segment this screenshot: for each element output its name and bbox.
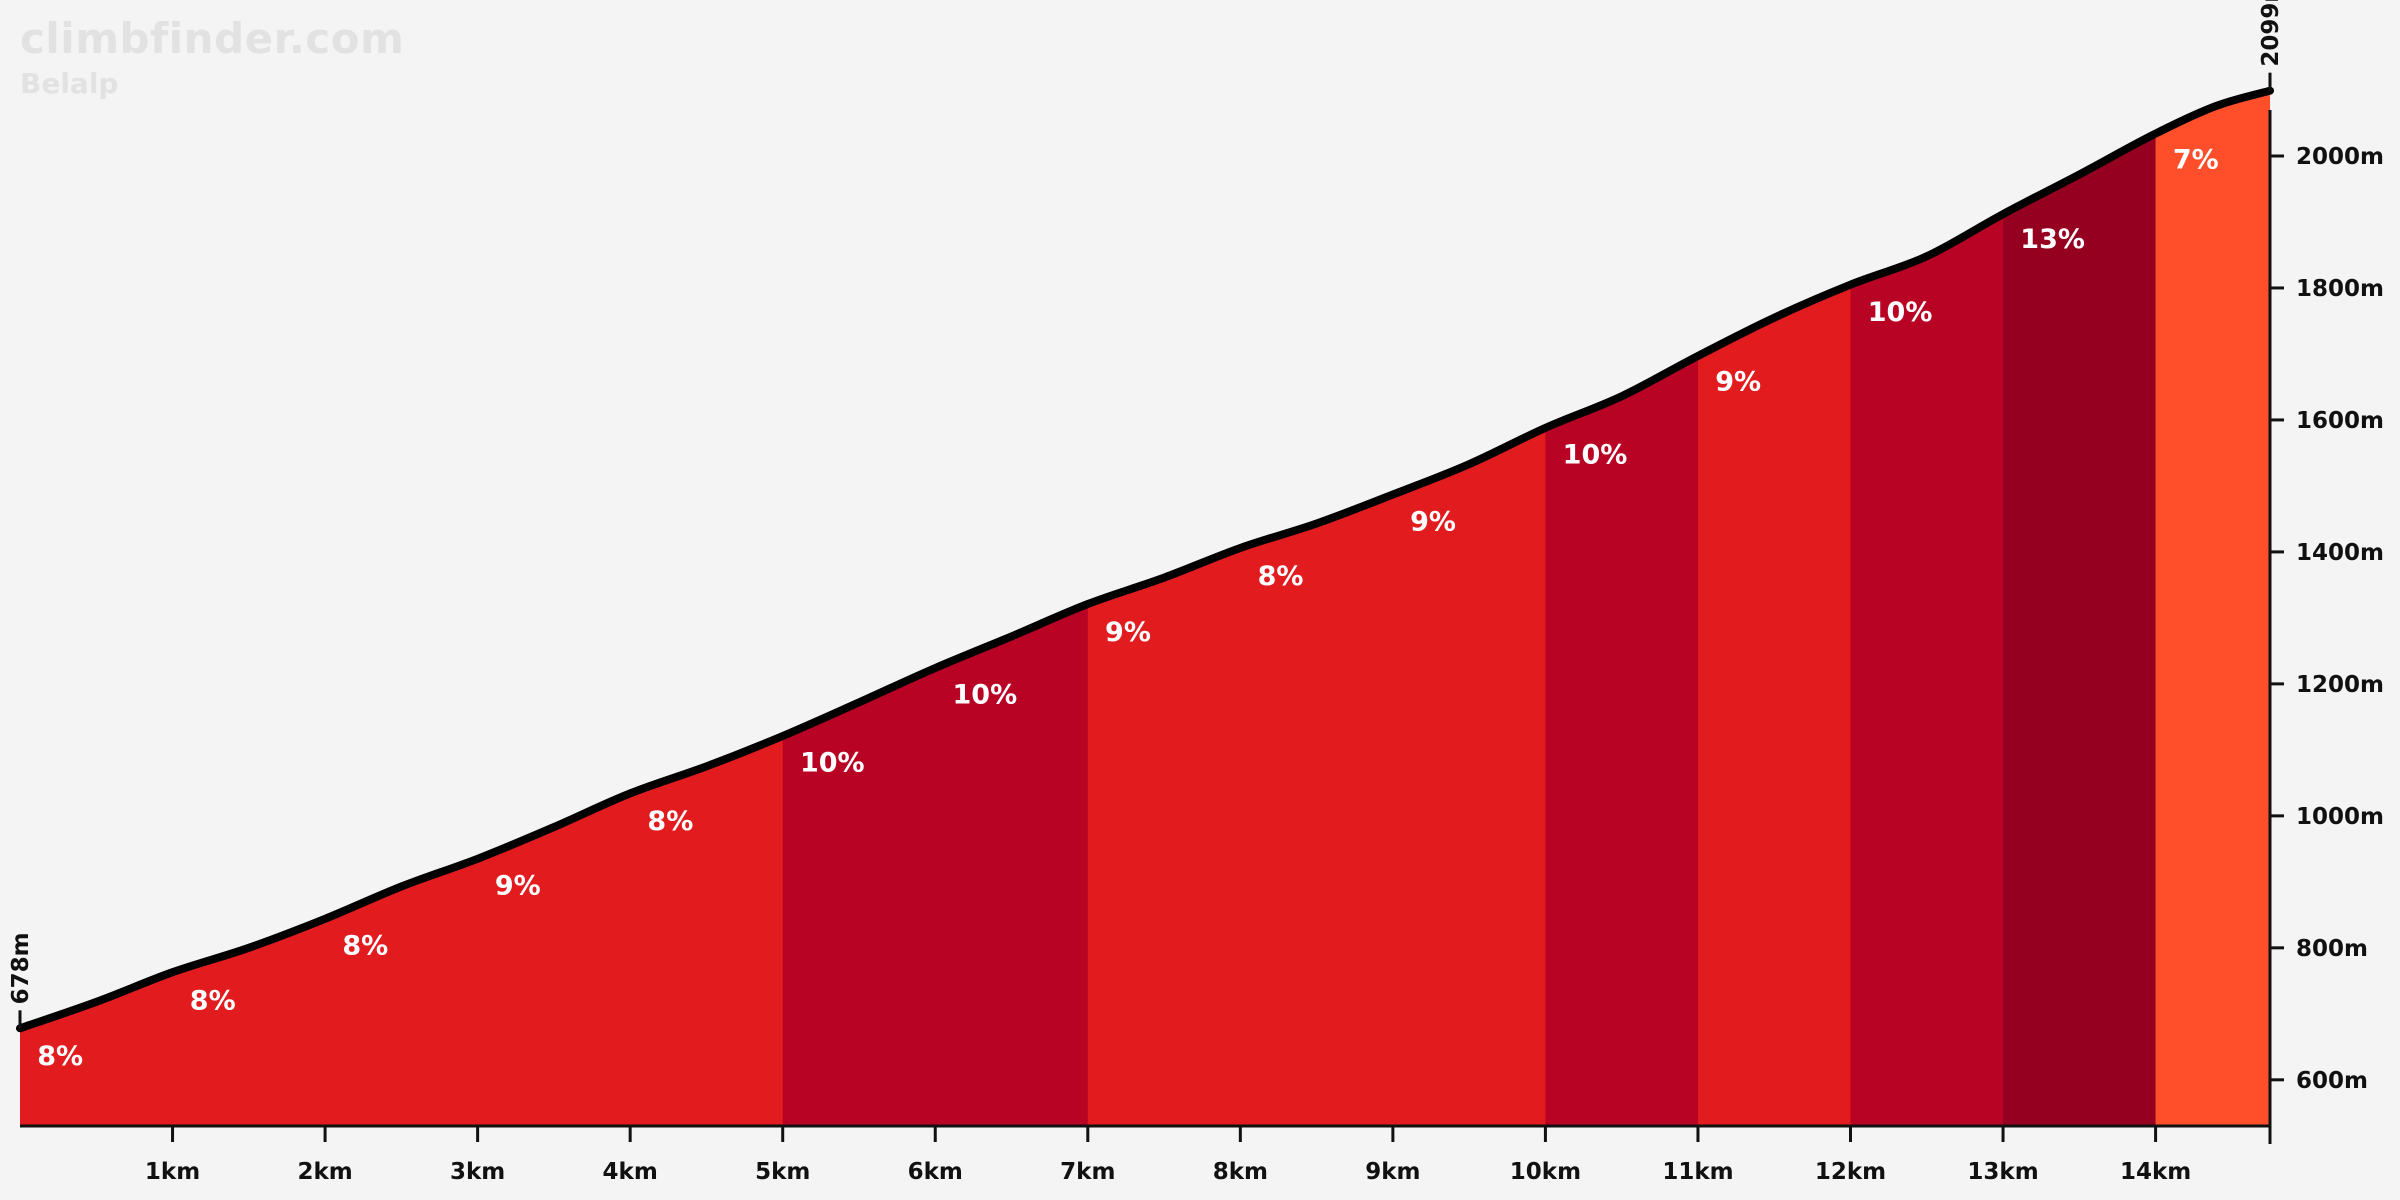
y-tick-label-6: 1800m xyxy=(2296,276,2384,302)
y-tick-label-7: 2000m xyxy=(2296,144,2384,170)
y-tick-label-3: 1200m xyxy=(2296,672,2384,698)
x-tick-label-11: 12km xyxy=(1815,1159,1886,1185)
grade-label-14: 7% xyxy=(2173,145,2219,176)
elevation-end-labels: 678m 2099m xyxy=(8,0,2284,1029)
grade-label-11: 9% xyxy=(1715,366,1761,397)
y-tick-label-2: 1000m xyxy=(2296,804,2384,830)
x-tick-label-13: 14km xyxy=(2120,1159,2191,1185)
profile-line xyxy=(16,86,2274,1033)
grade-labels: 8% 8% 8% 9% 8% 10% 10% 9% 8% 9% 10% 9% 10% 13% 7% xyxy=(37,145,2218,1072)
gradient-segment-7 xyxy=(2155,90,2270,1126)
gradient-segment-3 xyxy=(1545,90,1699,1126)
gradient-segment-1 xyxy=(782,90,1089,1126)
grade-label-2: 8% xyxy=(342,930,388,961)
gradient-segment-0 xyxy=(20,90,784,1126)
grade-label-12: 10% xyxy=(1868,297,1933,328)
x-tick-label-6: 7km xyxy=(1060,1159,1115,1185)
y-tick-label-0: 600m xyxy=(2296,1068,2368,1094)
gradient-segment-4 xyxy=(1697,90,1852,1126)
x-tick-label-1: 2km xyxy=(297,1159,352,1185)
y-tick-label-1: 800m xyxy=(2296,936,2368,962)
grade-label-13: 13% xyxy=(2020,224,2085,255)
gradient-segment-6 xyxy=(2003,90,2157,1126)
y-tick-label-5: 1600m xyxy=(2296,408,2384,434)
end-elevation-label: 2099m xyxy=(2258,0,2284,67)
x-tick-label-4: 5km xyxy=(755,1159,810,1185)
x-tick-label-9: 10km xyxy=(1510,1159,1581,1185)
site-watermark: climbfinder.com xyxy=(20,14,405,63)
grade-label-3: 9% xyxy=(495,870,541,901)
gradient-segment-2 xyxy=(1087,90,1546,1126)
grade-label-8: 8% xyxy=(1258,561,1304,592)
x-tick-label-5: 6km xyxy=(908,1159,963,1185)
x-tick-label-3: 4km xyxy=(603,1159,658,1185)
grade-label-7: 9% xyxy=(1105,617,1151,648)
y-tick-label-4: 1400m xyxy=(2296,540,2384,566)
x-tick-label-8: 9km xyxy=(1365,1159,1420,1185)
grade-label-0: 8% xyxy=(37,1041,83,1072)
x-tick-label-12: 13km xyxy=(1967,1159,2038,1185)
climb-name-watermark: Belalp xyxy=(20,67,119,100)
start-elevation-label: 678m xyxy=(8,932,34,1004)
grade-label-5: 10% xyxy=(800,747,865,778)
x-tick-label-10: 11km xyxy=(1662,1159,1733,1185)
grade-label-4: 8% xyxy=(647,806,693,837)
axes: 1km 2km 3km 4km 5km 6km 7km 8km 9km 10km 11km 12km 1… xyxy=(20,110,2384,1185)
grade-label-9: 9% xyxy=(1410,506,1456,537)
x-tick-label-7: 8km xyxy=(1213,1159,1268,1185)
x-tick-label-2: 3km xyxy=(450,1159,505,1185)
gradient-segment-5 xyxy=(1850,90,2004,1126)
grade-label-6: 10% xyxy=(953,680,1018,711)
grade-label-10: 10% xyxy=(1563,440,1628,471)
grade-label-1: 8% xyxy=(190,985,236,1016)
x-tick-label-0: 1km xyxy=(145,1159,200,1185)
